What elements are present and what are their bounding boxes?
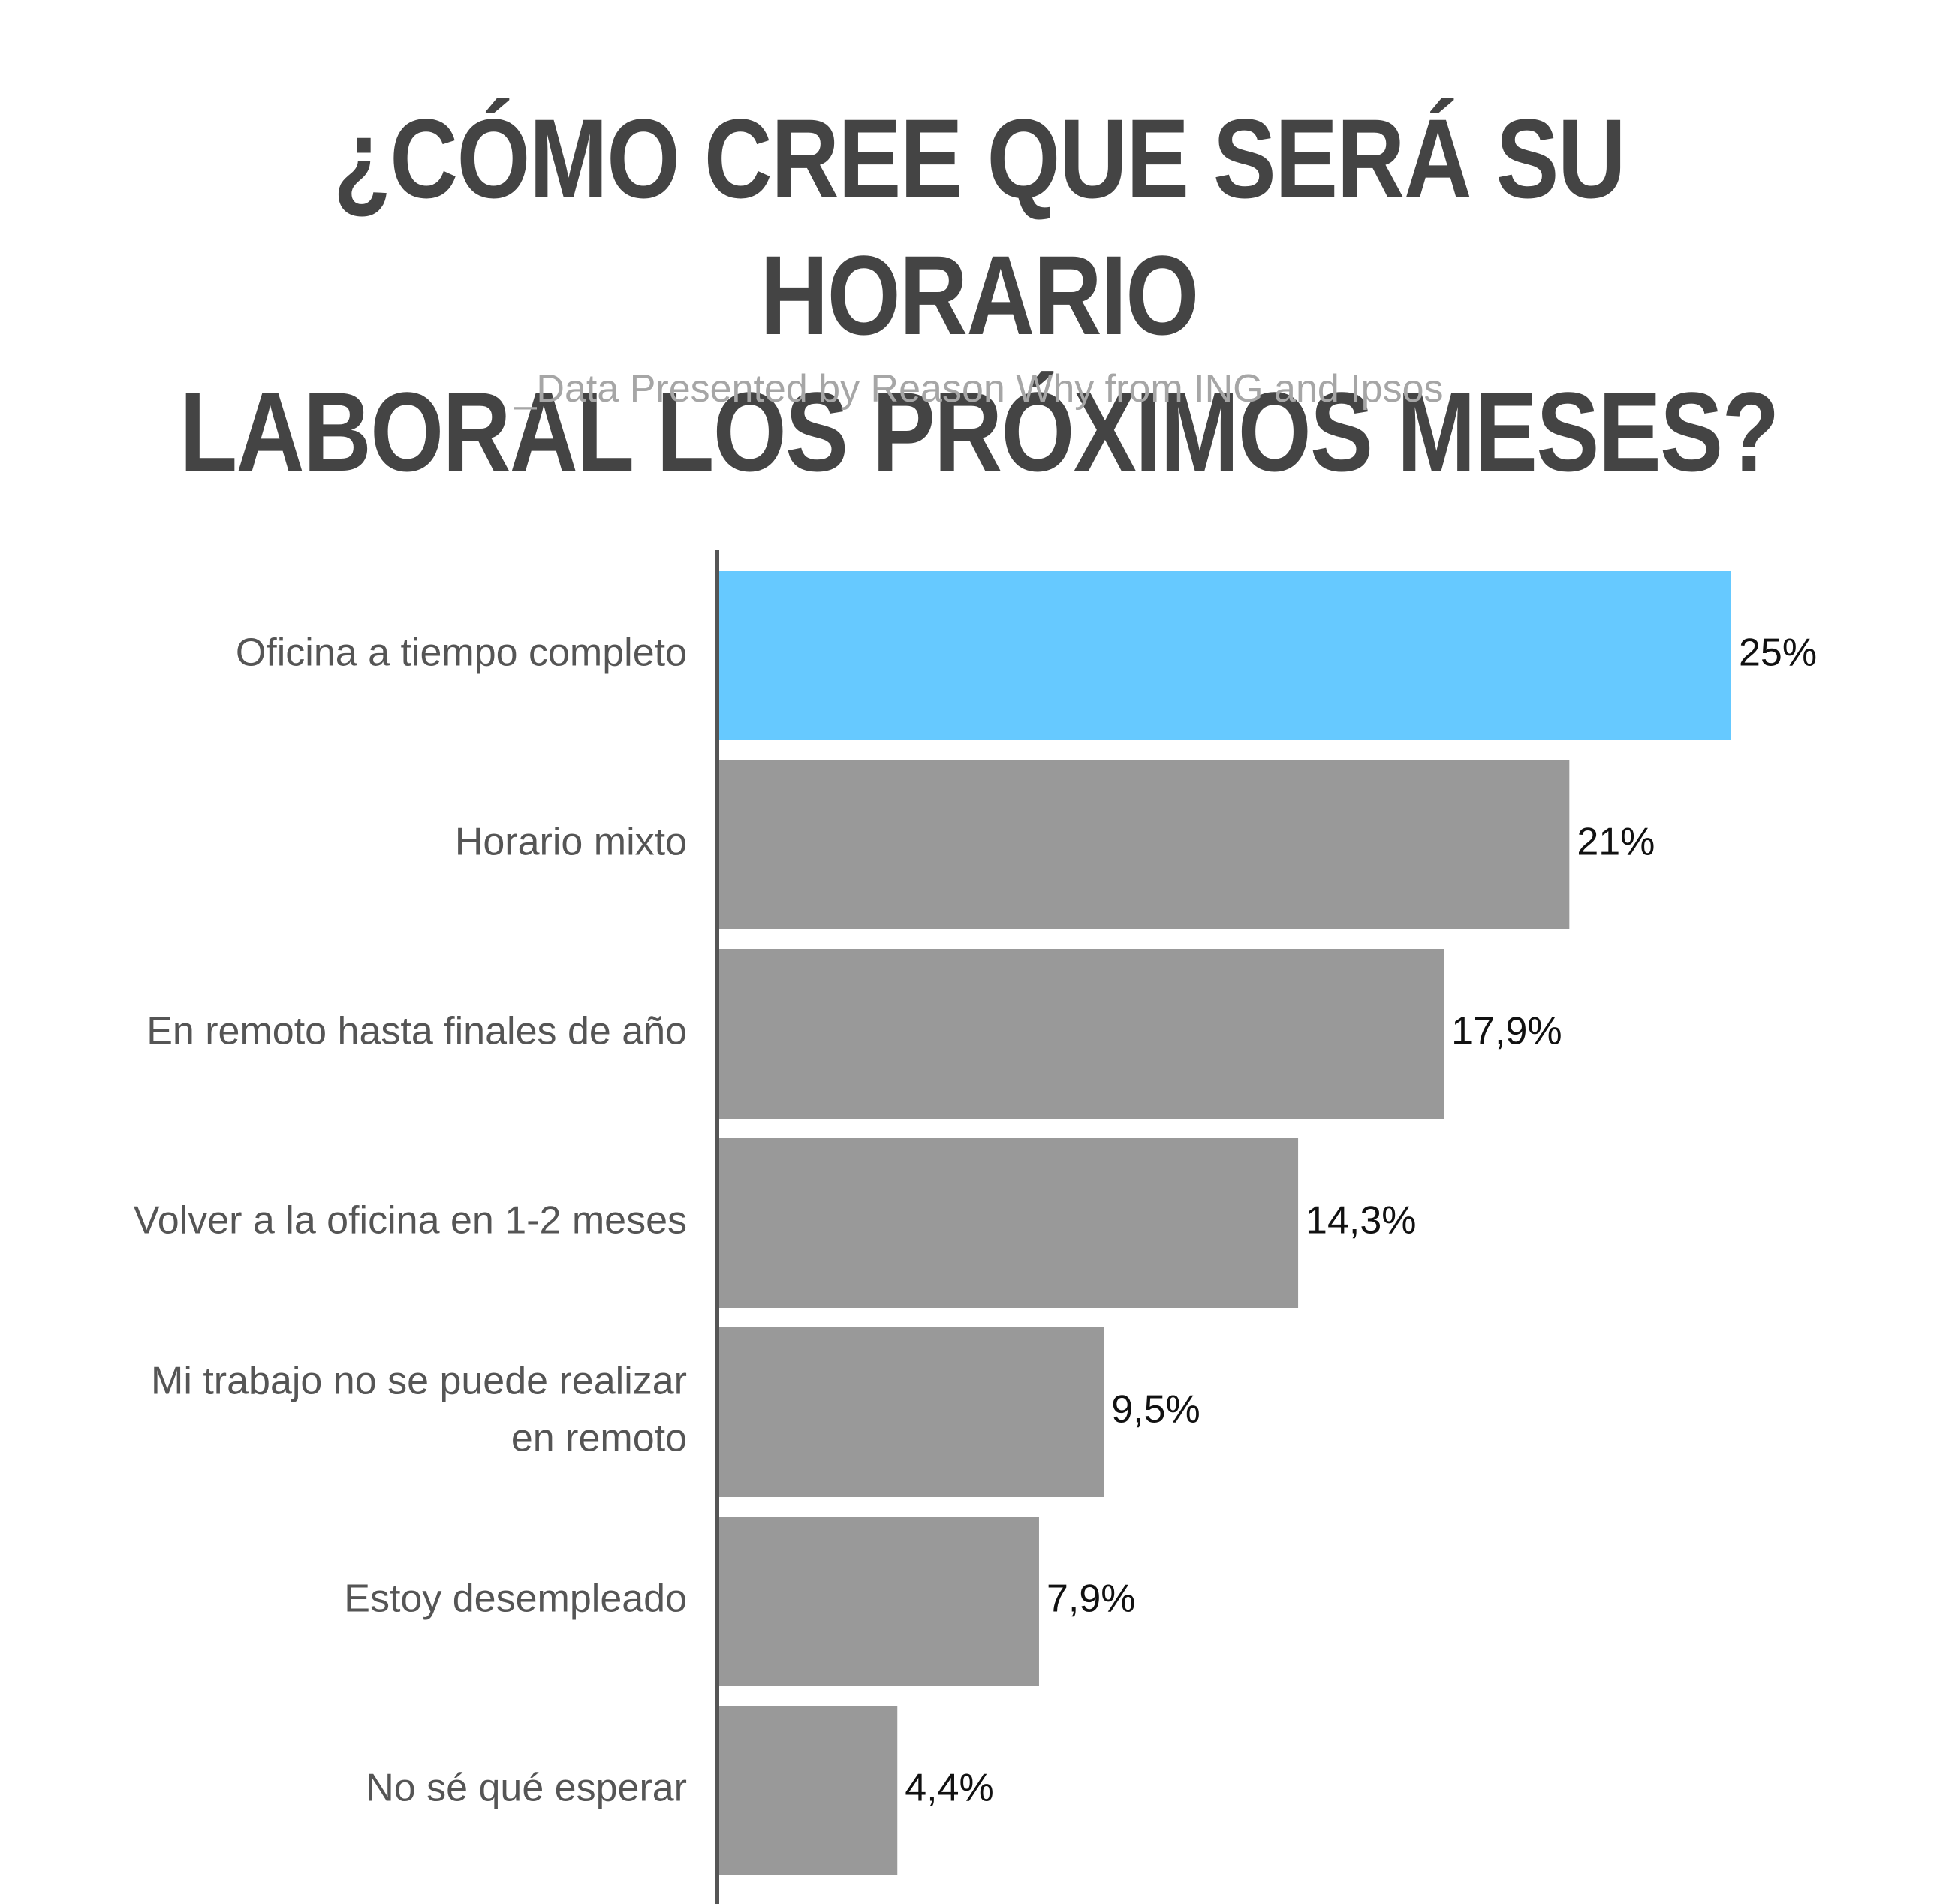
bars-group [719, 571, 1731, 1875]
category-label-5-line-1: Mi trabajo no se puede realizar [151, 1360, 687, 1403]
bar-2 [719, 760, 1570, 929]
category-label-3: En remoto hasta finales de año [146, 1010, 687, 1053]
bar-3 [719, 949, 1444, 1119]
chart-title-line-1: ¿CÓMO CREE QUE SERÁ SU HORARIO [333, 95, 1626, 358]
bar-7 [719, 1706, 898, 1875]
bar-1 [719, 571, 1731, 740]
value-label-6: 7,9% [1047, 1577, 1136, 1621]
bar-4 [719, 1138, 1299, 1308]
value-label-2: 21% [1577, 821, 1655, 864]
value-label-1: 25% [1739, 631, 1817, 675]
bar-5 [719, 1327, 1104, 1497]
category-label-2: Horario mixto [455, 821, 687, 864]
category-label-5-line-2: en remoto [511, 1417, 687, 1460]
category-labels-group: Oficina a tiempo completo Horario mixto En… [134, 631, 687, 1810]
value-label-5: 9,5% [1111, 1388, 1200, 1432]
chart-title-line-2: LABORAL LOS PRÓXIMOS MESES? [179, 369, 1779, 495]
value-label-4: 14,3% [1306, 1199, 1416, 1243]
bar-6 [719, 1517, 1039, 1686]
category-label-7: No sé qué esperar [366, 1767, 687, 1810]
chart-title: ¿CÓMO CREE QUE SERÁ SU HORARIO LABORAL L… [157, 90, 1802, 500]
category-label-6: Estoy desempleado [344, 1577, 687, 1621]
value-label-3: 17,9% [1451, 1010, 1562, 1053]
category-label-1: Oficina a tiempo completo [236, 631, 687, 675]
chart-subtitle: _Data Presented by Reason Why from ING a… [514, 367, 1444, 411]
value-label-7: 4,4% [905, 1767, 994, 1810]
value-labels-group: 25% 21% 17,9% 14,3% 9,5% 7,9% 4,4% [905, 631, 1817, 1810]
category-label-4: Volver a la oficina en 1-2 meses [134, 1199, 687, 1243]
